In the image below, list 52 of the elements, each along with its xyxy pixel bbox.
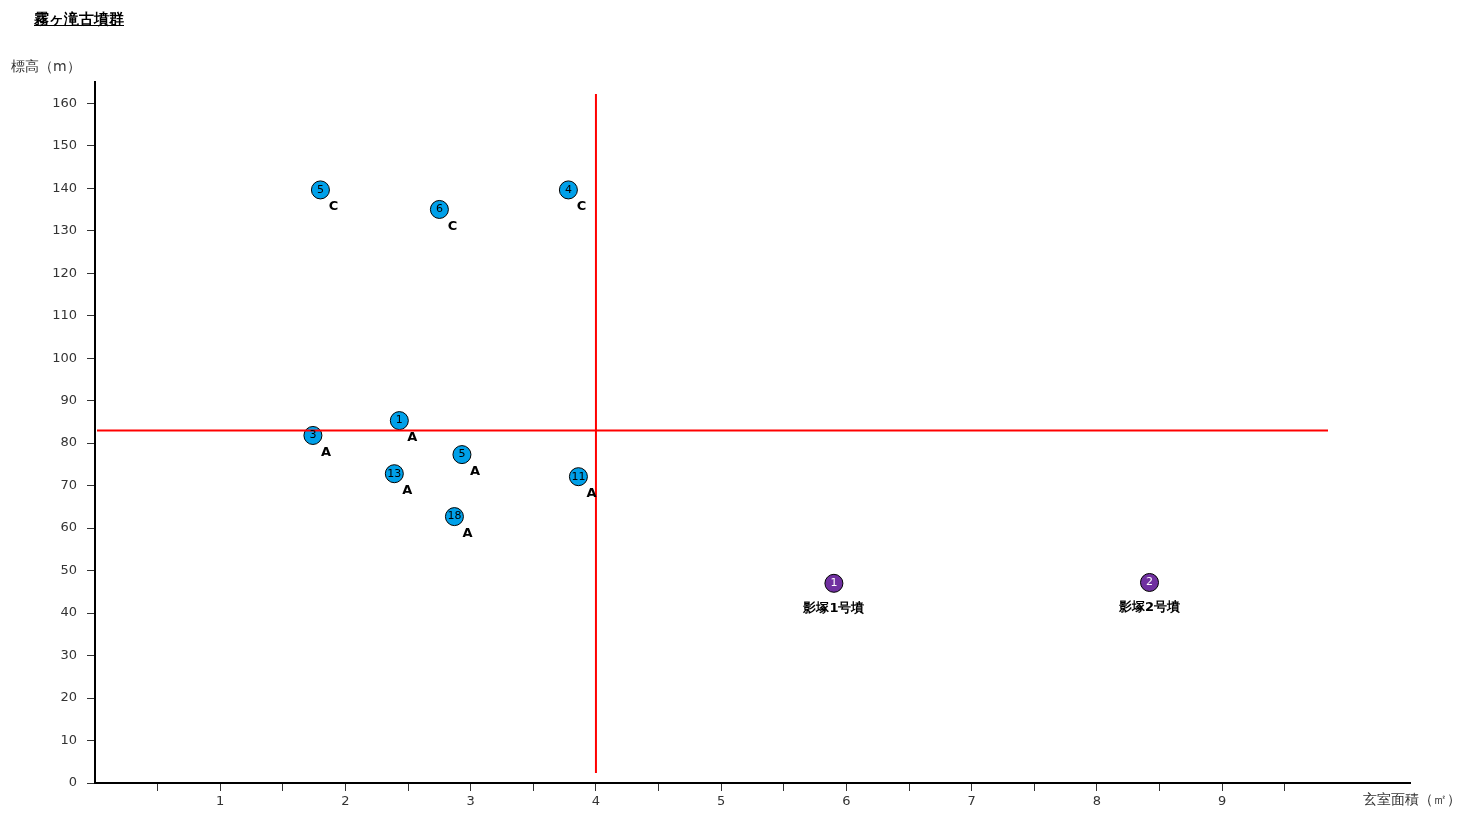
x-axis-title: 玄室面積（㎡） <box>1363 791 1461 809</box>
y-tick-label: 110 <box>52 307 77 323</box>
point <box>310 180 330 200</box>
x-tick-label: 2 <box>341 793 350 809</box>
y-tick-label: 70 <box>60 476 77 492</box>
annotation: A <box>462 524 473 540</box>
annotation: 影塚1号墳 <box>802 599 865 615</box>
y-tick-label: 10 <box>60 731 77 747</box>
y-tick-label: 40 <box>60 604 77 620</box>
annotation: A <box>402 482 413 498</box>
annotation: 3 <box>309 428 317 442</box>
annotation: 5 <box>458 447 466 461</box>
y-tick-label: 120 <box>52 264 77 280</box>
y-axis-title: 標高（m） <box>11 58 81 76</box>
annotation: 1 <box>830 576 838 590</box>
y-tick-label: 90 <box>60 392 77 408</box>
chart-title: 霧ヶ滝古墳群 <box>34 10 124 29</box>
y-tick-label: 80 <box>60 434 77 450</box>
x-tick-label: 7 <box>967 793 976 809</box>
y-tick-label: 0 <box>68 774 77 790</box>
y-tick-label: 140 <box>52 179 77 195</box>
annotation: 1 <box>395 413 403 427</box>
point <box>389 411 409 431</box>
y-tick-label: 60 <box>60 519 77 535</box>
y-tick-label: 130 <box>52 222 77 238</box>
annotation: A <box>320 443 331 459</box>
annotation: 11 <box>571 469 586 483</box>
x-tick-label: 6 <box>842 793 851 809</box>
y-tick-label: 50 <box>60 561 77 577</box>
annotation: 6 <box>435 202 443 216</box>
x-tick-label: 5 <box>717 793 726 809</box>
annotation: A <box>407 428 418 444</box>
annotation: 4 <box>564 182 572 196</box>
annotation: 18 <box>447 509 462 523</box>
x-tick-label: 3 <box>466 793 475 809</box>
annotation: A <box>469 462 480 478</box>
y-tick-label: 150 <box>52 137 77 153</box>
annotation: C <box>328 198 339 214</box>
y-tick-label: 30 <box>60 646 77 662</box>
y-tick-label: 160 <box>52 94 77 110</box>
annotation: 5 <box>316 182 324 196</box>
x-tick-label: 1 <box>216 793 225 809</box>
x-tick-label: 4 <box>591 793 601 809</box>
annotation: 2 <box>1146 575 1153 589</box>
annotation: 影塚2号墳 <box>1117 598 1181 614</box>
x-tick-label: 9 <box>1218 793 1227 809</box>
y-tick-label: 100 <box>52 349 77 365</box>
annotation: 13 <box>387 466 402 480</box>
annotation: C <box>576 198 587 214</box>
x-tick-label: 8 <box>1092 793 1102 809</box>
y-tick-label: 20 <box>60 689 77 705</box>
annotation: C <box>447 217 458 233</box>
